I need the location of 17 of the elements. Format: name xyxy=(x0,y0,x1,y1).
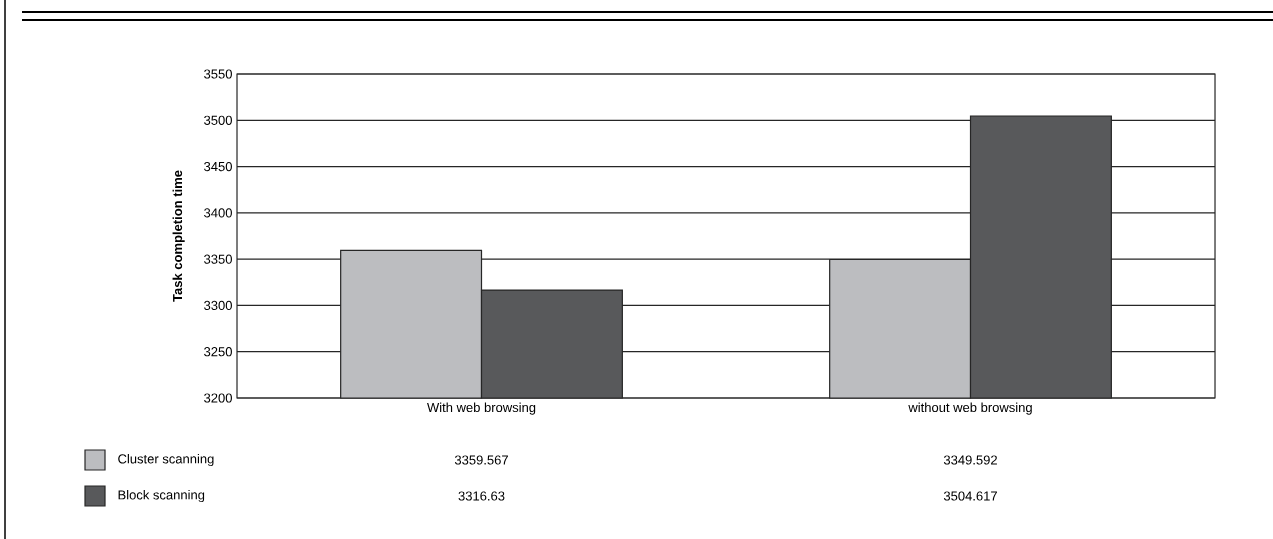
legend-label: Block scanning xyxy=(118,489,205,503)
x-tick-label: With web browsing xyxy=(427,402,536,415)
data-label: 3359.567 xyxy=(454,455,508,465)
y-tick-label: 3300 xyxy=(204,300,232,311)
x-tick-label: without web browsing xyxy=(908,402,1032,415)
legend-label: Cluster scanning xyxy=(118,453,214,467)
y-tick-label: 3250 xyxy=(204,347,232,357)
y-tick-label: 3400 xyxy=(204,208,232,218)
y-tick-label: 3500 xyxy=(204,115,232,125)
data-label: 3504.617 xyxy=(943,491,997,501)
data-label: 3349.592 xyxy=(943,455,997,465)
y-tick-label: 3200 xyxy=(204,393,232,403)
y-tick-label: 3350 xyxy=(204,254,232,264)
y-axis-title: Task completion time xyxy=(172,170,185,302)
data-label: 3316.63 xyxy=(458,491,505,501)
y-tick-label: 3550 xyxy=(204,69,232,79)
y-tick-label: 3450 xyxy=(204,161,232,172)
